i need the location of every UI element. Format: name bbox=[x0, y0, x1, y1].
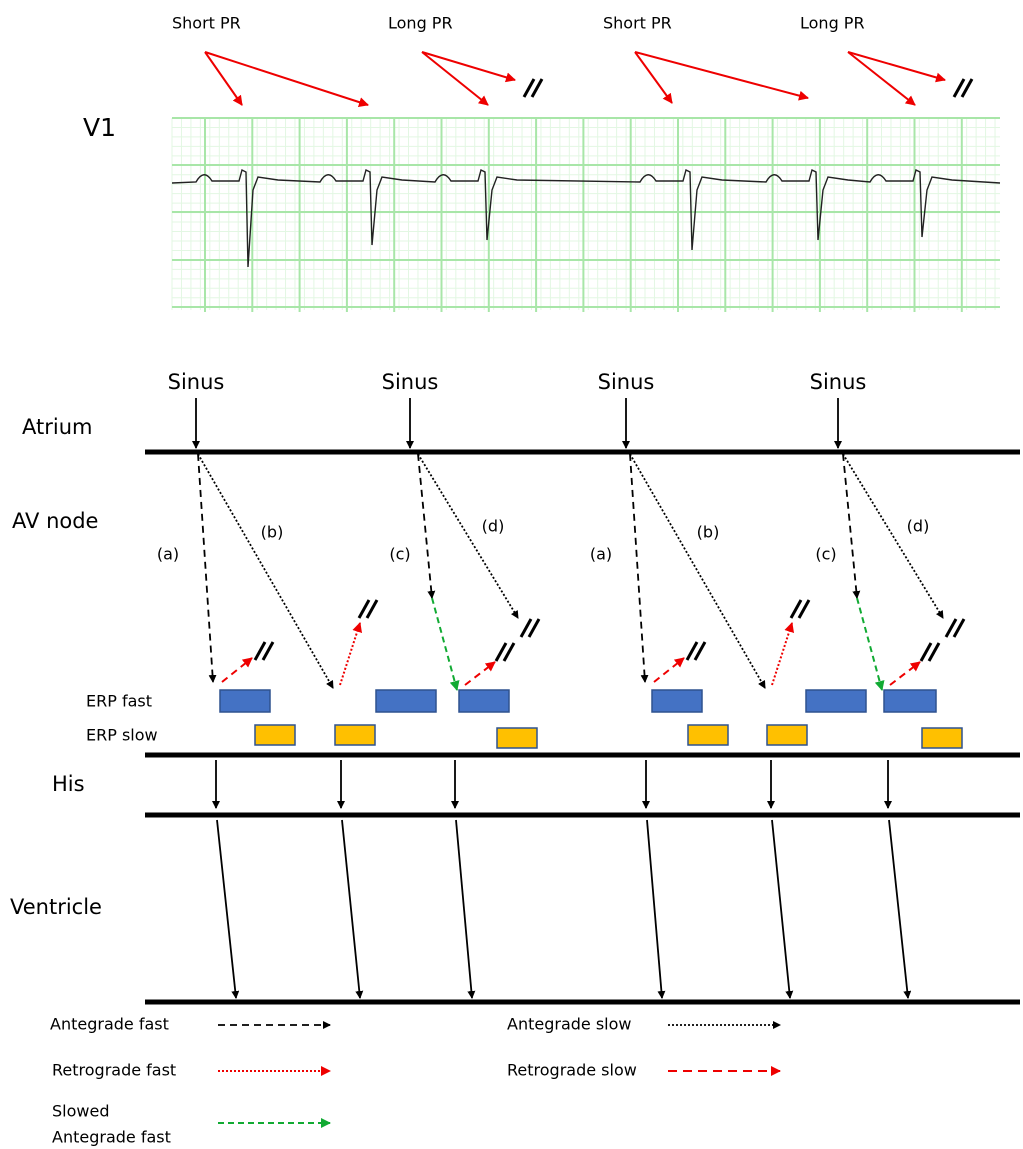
lead-label: V1 bbox=[83, 113, 116, 142]
arrow bbox=[856, 597, 885, 691]
erp-slow-bar bbox=[334, 724, 376, 746]
arrow bbox=[417, 453, 519, 619]
pathway-label: (d) bbox=[907, 517, 930, 536]
block-mark bbox=[952, 78, 966, 98]
arrow bbox=[216, 819, 240, 999]
block-mark bbox=[952, 618, 966, 638]
arrow bbox=[889, 661, 921, 686]
block-mark bbox=[527, 618, 541, 638]
legend-label: Retrograde fast bbox=[52, 1061, 176, 1080]
block-mark bbox=[927, 642, 941, 662]
erp-fast-bar bbox=[375, 689, 437, 713]
arrow bbox=[888, 819, 912, 999]
pathway-label: (b) bbox=[697, 523, 720, 542]
sinus-label: Sinus bbox=[810, 370, 867, 394]
sinus-label: Sinus bbox=[598, 370, 655, 394]
arrow bbox=[197, 453, 217, 683]
pr-label: Short PR bbox=[603, 14, 672, 33]
arrow bbox=[847, 51, 946, 83]
arrow bbox=[421, 51, 489, 106]
erp-fast-bar bbox=[219, 689, 271, 713]
erp-label: ERP fast bbox=[86, 692, 152, 711]
legend-label: Antegrade fast bbox=[52, 1128, 171, 1147]
block-mark bbox=[960, 78, 974, 98]
row-label: His bbox=[52, 772, 85, 796]
pr-label: Long PR bbox=[388, 14, 453, 33]
erp-fast-bar bbox=[458, 689, 510, 713]
erp-slow-bar bbox=[921, 727, 963, 749]
legend-label: Slowed bbox=[52, 1102, 109, 1121]
arrow bbox=[339, 622, 362, 686]
arrow bbox=[197, 453, 334, 689]
erp-slow-bar bbox=[766, 724, 808, 746]
row-label: Ventricle bbox=[10, 895, 102, 919]
arrow bbox=[417, 453, 436, 599]
pr-label: Long PR bbox=[800, 14, 865, 33]
pathway-label: (b) bbox=[261, 523, 284, 542]
arrow bbox=[221, 657, 253, 683]
arrow bbox=[634, 51, 673, 104]
block-mark bbox=[253, 641, 267, 661]
erp-slow-bar bbox=[687, 724, 729, 746]
arrow bbox=[204, 51, 369, 107]
row-label: Atrium bbox=[22, 415, 92, 439]
block-mark bbox=[519, 618, 533, 638]
block-mark bbox=[365, 599, 379, 619]
block-mark bbox=[502, 642, 516, 662]
block-mark bbox=[685, 641, 699, 661]
arrow bbox=[629, 453, 649, 683]
block-mark bbox=[789, 599, 803, 619]
erp-slow-bar bbox=[254, 724, 296, 746]
arrow bbox=[464, 661, 496, 686]
arrow bbox=[847, 51, 916, 106]
pathway-label: (c) bbox=[389, 545, 410, 564]
legend-label: Antegrade fast bbox=[50, 1015, 169, 1034]
erp-fast-bar bbox=[805, 689, 867, 713]
block-mark bbox=[522, 78, 536, 98]
arrow bbox=[455, 819, 476, 999]
arrow bbox=[842, 453, 861, 599]
arrow bbox=[204, 51, 243, 106]
block-mark bbox=[693, 641, 707, 661]
arrow bbox=[421, 51, 516, 83]
sinus-label: Sinus bbox=[382, 370, 439, 394]
erp-slow-bar bbox=[496, 727, 538, 749]
erp-label: ERP slow bbox=[86, 726, 158, 745]
pathway-label: (c) bbox=[815, 545, 836, 564]
block-mark bbox=[261, 641, 275, 661]
arrow bbox=[634, 51, 809, 101]
pr-label: Short PR bbox=[172, 14, 241, 33]
arrow bbox=[431, 597, 460, 691]
block-mark bbox=[530, 78, 544, 98]
pathway-label: (a) bbox=[157, 545, 179, 564]
block-mark bbox=[919, 642, 933, 662]
sinus-label: Sinus bbox=[168, 370, 225, 394]
erp-fast-bar bbox=[651, 689, 703, 713]
arrow bbox=[341, 819, 364, 999]
legend-label: Antegrade slow bbox=[507, 1015, 631, 1034]
arrow bbox=[653, 657, 685, 683]
legend-label: Retrograde slow bbox=[507, 1061, 637, 1080]
arrow bbox=[646, 819, 666, 999]
block-mark bbox=[357, 599, 371, 619]
pathway-label: (a) bbox=[590, 545, 612, 564]
block-mark bbox=[944, 618, 958, 638]
arrow bbox=[842, 453, 944, 619]
block-mark bbox=[494, 642, 508, 662]
pathway-label: (d) bbox=[482, 517, 505, 536]
arrow bbox=[771, 819, 794, 999]
row-label: AV node bbox=[12, 509, 98, 533]
arrow bbox=[771, 622, 794, 686]
shapes bbox=[145, 51, 1020, 1128]
erp-fast-bar bbox=[883, 689, 937, 713]
block-mark bbox=[797, 599, 811, 619]
ecg-grid bbox=[171, 117, 1000, 312]
arrow bbox=[629, 453, 766, 689]
ecg-trace bbox=[171, 168, 1001, 268]
